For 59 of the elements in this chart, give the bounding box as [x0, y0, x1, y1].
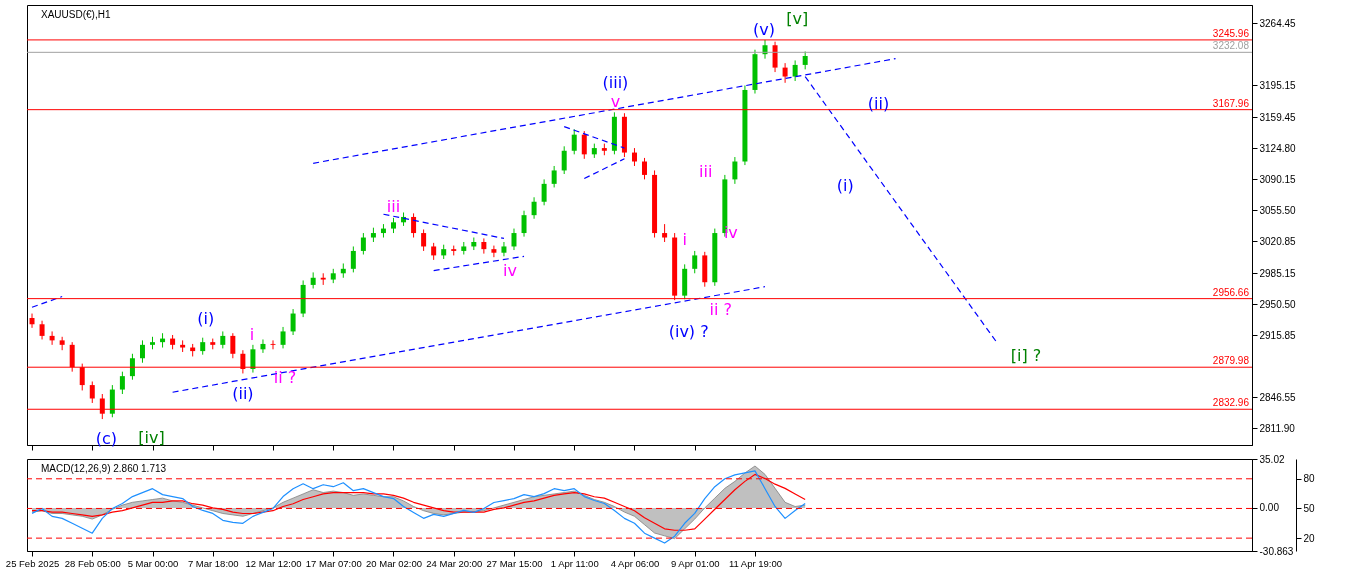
category-label: 28 Feb 05:00 [64, 557, 121, 569]
y-tick-label: -30.863 [1259, 545, 1294, 557]
annotation: [iv] [138, 427, 165, 447]
y-tick-label: 2985.15 [1259, 267, 1297, 279]
y-tick-label: 3090.15 [1259, 173, 1297, 185]
category-label: 20 Mar 02:00 [366, 557, 422, 569]
annotation: [i] ? [1010, 345, 1042, 365]
category-label: 1 Apr 11:00 [550, 557, 599, 569]
annotation: (iii) [602, 72, 629, 92]
annotation: (i) [197, 308, 215, 328]
y-tick-label: 3124.80 [1259, 142, 1297, 154]
y-tick-label: 3264.45 [1259, 17, 1297, 29]
category-label: 27 Mar 15:00 [486, 557, 543, 569]
y-tick-label: 35.02 [1259, 453, 1285, 465]
y-tick-label: 2811.90 [1259, 422, 1296, 434]
y2-tick-label: 20 [1303, 532, 1316, 544]
annotation: v [610, 91, 621, 111]
category-label: 9 Apr 01:00 [670, 557, 720, 569]
y-tick-label: 2950.50 [1259, 298, 1297, 310]
chart-title: XAUUSD(€),H1 [41, 9, 111, 20]
ref-line-label: 3245.96 [1212, 27, 1250, 39]
y-tick-label: 3020.85 [1259, 235, 1297, 247]
ref-line-label: 2879.98 [1212, 355, 1250, 367]
ref-line-label: 3232.08 [1212, 40, 1250, 52]
y-tick-label: 0.00 [1259, 502, 1280, 514]
annotation: [v] [786, 9, 809, 29]
annotation: (i) [836, 175, 854, 195]
ref-line-label: 2956.66 [1212, 286, 1250, 298]
annotation: i [682, 230, 687, 250]
annotation: iii [699, 162, 713, 182]
annotation: (iv) ? [668, 322, 709, 342]
annotation: ii ? [709, 299, 733, 319]
category-label: 12 Mar 12:00 [245, 557, 302, 569]
y2-tick-label: 50 [1303, 502, 1316, 514]
ref-line-label: 2832.96 [1212, 397, 1250, 409]
annotation: (ii) [867, 94, 890, 114]
category-label: 11 Apr 19:00 [728, 557, 783, 569]
annotation: (ii) [232, 384, 254, 404]
y-tick-label: 2846.55 [1259, 391, 1297, 403]
annotation: ii ? [273, 367, 297, 387]
annotation: iii [386, 197, 401, 217]
ref-line-label: 3167.96 [1212, 97, 1250, 109]
annotation: (c) [95, 428, 117, 448]
category-label: 4 Apr 06:00 [610, 557, 660, 569]
annotation: iv [503, 260, 517, 280]
chart-title: MACD(12,26,9) 2.860 1.713 [41, 463, 167, 474]
y-tick-label: 3055.50 [1259, 204, 1297, 216]
annotation: i [249, 325, 255, 344]
category-label: 7 Mar 18:00 [187, 557, 239, 569]
category-label: 24 Mar 20:00 [426, 557, 483, 569]
y-tick-label: 3159.45 [1259, 111, 1297, 123]
y-tick-label: 2915.85 [1259, 329, 1297, 341]
y2-tick-label: 80 [1303, 473, 1316, 485]
annotation: (v) [753, 20, 775, 40]
category-label: 17 Mar 07:00 [305, 557, 362, 569]
annotation: iv [723, 223, 738, 243]
category-label: 25 Feb 2025 [5, 557, 60, 569]
category-label: 5 Mar 00:00 [127, 557, 179, 569]
y-tick-label: 3195.15 [1259, 79, 1297, 91]
